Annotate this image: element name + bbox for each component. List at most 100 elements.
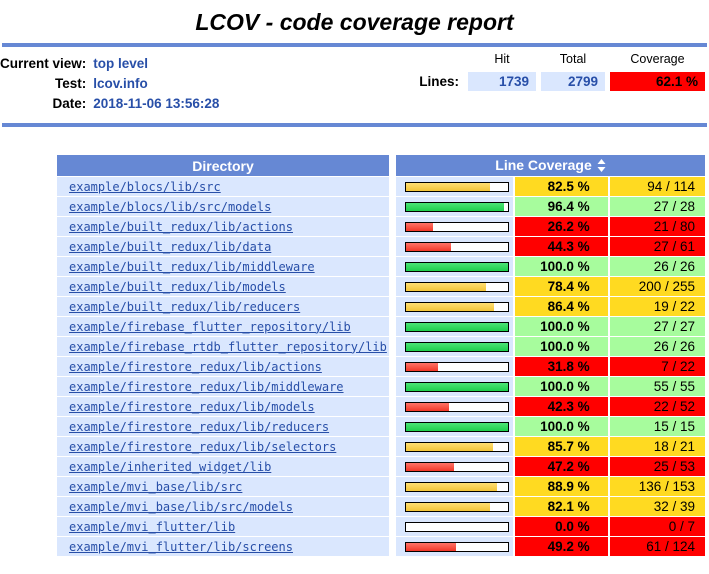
- summary-table: Hit Total Coverage Lines: 1739 2799 62.1…: [419, 52, 705, 91]
- coverage-percent: 31.8 %: [515, 357, 608, 376]
- directory-link[interactable]: example/built_redux/lib/models: [69, 279, 286, 294]
- directory-link[interactable]: example/firebase_rtdb_flutter_repository…: [69, 339, 387, 354]
- report-header: Current view: top level Test: lcov.info …: [0, 47, 709, 123]
- directory-link[interactable]: example/blocs/lib/src: [69, 179, 221, 194]
- coverage-percent: 85.7 %: [515, 437, 608, 456]
- table-row: example/built_redux/lib/actions 26.2 % 2…: [57, 217, 705, 236]
- directory-link[interactable]: example/firestore_redux/lib/middleware: [69, 379, 344, 394]
- coverage-ratio: 32 / 39: [609, 497, 705, 516]
- coverage-percent: 100.0 %: [515, 317, 608, 336]
- coverage-bar-fill: [406, 442, 494, 451]
- coverage-ratio: 26 / 26: [609, 337, 705, 356]
- coverage-bar-fill: [406, 302, 495, 311]
- table-row: example/built_redux/lib/models 78.4 % 20…: [57, 277, 705, 296]
- coverage-ratio: 22 / 52: [609, 397, 705, 416]
- coverage-bar-fill: [406, 342, 509, 351]
- directory-link[interactable]: example/firestore_redux/lib/selectors: [69, 439, 337, 454]
- coverage-percent: 100.0 %: [515, 377, 608, 396]
- column-gap: [391, 197, 395, 216]
- table-row: example/built_redux/lib/middleware 100.0…: [57, 257, 705, 276]
- directory-link[interactable]: example/mvi_flutter/lib/screens: [69, 539, 293, 554]
- coverage-bar: [405, 241, 510, 252]
- coverage-ratio: 0 / 7: [609, 517, 705, 536]
- coverage-percent: 88.9 %: [515, 477, 608, 496]
- column-gap: [391, 217, 395, 236]
- table-row: example/mvi_base/lib/src/models 82.1 % 3…: [57, 497, 705, 516]
- coverage-percent: 100.0 %: [515, 337, 608, 356]
- table-row: example/firestore_redux/lib/actions 31.8…: [57, 357, 705, 376]
- directory-link[interactable]: example/firestore_redux/lib/reducers: [69, 419, 330, 434]
- coverage-percent: 49.2 %: [515, 537, 608, 556]
- coverage-ratio: 27 / 27: [609, 317, 705, 336]
- coverage-bar-fill: [406, 322, 509, 331]
- column-gap: [391, 497, 395, 516]
- table-row: example/firestore_redux/lib/reducers 100…: [57, 417, 705, 436]
- current-view-value: top level: [93, 56, 149, 71]
- column-gap: [391, 257, 395, 276]
- coverage-ratio: 27 / 61: [609, 237, 705, 256]
- coverage-percent: 78.4 %: [515, 277, 608, 296]
- coverage-bar-fill: [406, 482, 497, 491]
- directory-link[interactable]: example/built_redux/lib/data: [69, 239, 272, 254]
- report-meta: Current view: top level Test: lcov.info …: [0, 54, 219, 114]
- coverage-bar-fill: [406, 402, 450, 411]
- coverage-percent: 47.2 %: [515, 457, 608, 476]
- total-column-header: Total: [559, 52, 587, 66]
- coverage-bar: [405, 361, 510, 372]
- table-row: example/mvi_flutter/lib 0.0 % 0 / 7: [57, 517, 705, 536]
- lines-label: Lines:: [419, 74, 459, 89]
- column-gap: [391, 155, 395, 176]
- top-ruler: [2, 43, 707, 47]
- sort-updown-icon[interactable]: [597, 158, 606, 175]
- coverage-bar: [405, 541, 510, 552]
- directory-link[interactable]: example/firestore_redux/lib/actions: [69, 359, 322, 374]
- coverage-percent: 100.0 %: [515, 257, 608, 276]
- directory-column-header: Directory: [57, 155, 390, 176]
- coverage-bar: [405, 301, 510, 312]
- coverage-bar: [405, 181, 510, 192]
- coverage-bar-fill: [406, 422, 509, 431]
- line-coverage-column-header[interactable]: Line Coverage: [396, 155, 705, 176]
- coverage-bar-fill: [406, 202, 505, 211]
- coverage-bar-fill: [406, 362, 439, 371]
- coverage-ratio: 94 / 114: [609, 177, 705, 196]
- coverage-bar-fill: [406, 282, 486, 291]
- coverage-percent: 26.2 %: [515, 217, 608, 236]
- coverage-bar: [405, 321, 510, 332]
- column-gap: [391, 337, 395, 356]
- coverage-percent: 96.4 %: [515, 197, 608, 216]
- directory-link[interactable]: example/firebase_flutter_repository/lib: [69, 319, 351, 334]
- coverage-bar: [405, 501, 510, 512]
- table-row: example/firebase_rtdb_flutter_repository…: [57, 337, 705, 356]
- directory-link[interactable]: example/blocs/lib/src/models: [69, 199, 272, 214]
- coverage-rows: example/blocs/lib/src 82.5 % 94 / 114 ex…: [57, 177, 705, 556]
- coverage-bar: [405, 481, 510, 492]
- directory-link[interactable]: example/built_redux/lib/reducers: [69, 299, 301, 314]
- coverage-bar-fill: [406, 542, 457, 551]
- coverage-percent: 82.5 %: [515, 177, 608, 196]
- current-view-label: Current view:: [0, 56, 87, 71]
- coverage-bar-fill: [406, 382, 509, 391]
- coverage-percent: 82.1 %: [515, 497, 608, 516]
- directory-link[interactable]: example/mvi_flutter/lib: [69, 519, 236, 534]
- page-title: LCOV - code coverage report: [195, 9, 514, 35]
- table-row: example/firestore_redux/lib/models 42.3 …: [57, 397, 705, 416]
- coverage-bar-fill: [406, 462, 455, 471]
- lines-total-value: 2799: [541, 72, 605, 91]
- column-gap: [391, 277, 395, 296]
- directory-link[interactable]: example/firestore_redux/lib/models: [69, 399, 315, 414]
- directory-link[interactable]: example/inherited_widget/lib: [69, 459, 272, 474]
- directory-link[interactable]: example/built_redux/lib/actions: [69, 219, 293, 234]
- directory-link[interactable]: example/built_redux/lib/middleware: [69, 259, 315, 274]
- column-gap: [391, 357, 395, 376]
- lines-coverage-value: 62.1 %: [610, 72, 705, 91]
- table-row: example/firestore_redux/lib/middleware 1…: [57, 377, 705, 396]
- coverage-bar-fill: [406, 182, 491, 191]
- coverage-ratio: 15 / 15: [609, 417, 705, 436]
- directory-link[interactable]: example/mvi_base/lib/src: [69, 479, 243, 494]
- directory-link[interactable]: example/mvi_base/lib/src/models: [69, 499, 293, 514]
- coverage-bar-fill: [406, 222, 433, 231]
- column-gap: [391, 317, 395, 336]
- coverage-ratio: 21 / 80: [609, 217, 705, 236]
- coverage-percent: 42.3 %: [515, 397, 608, 416]
